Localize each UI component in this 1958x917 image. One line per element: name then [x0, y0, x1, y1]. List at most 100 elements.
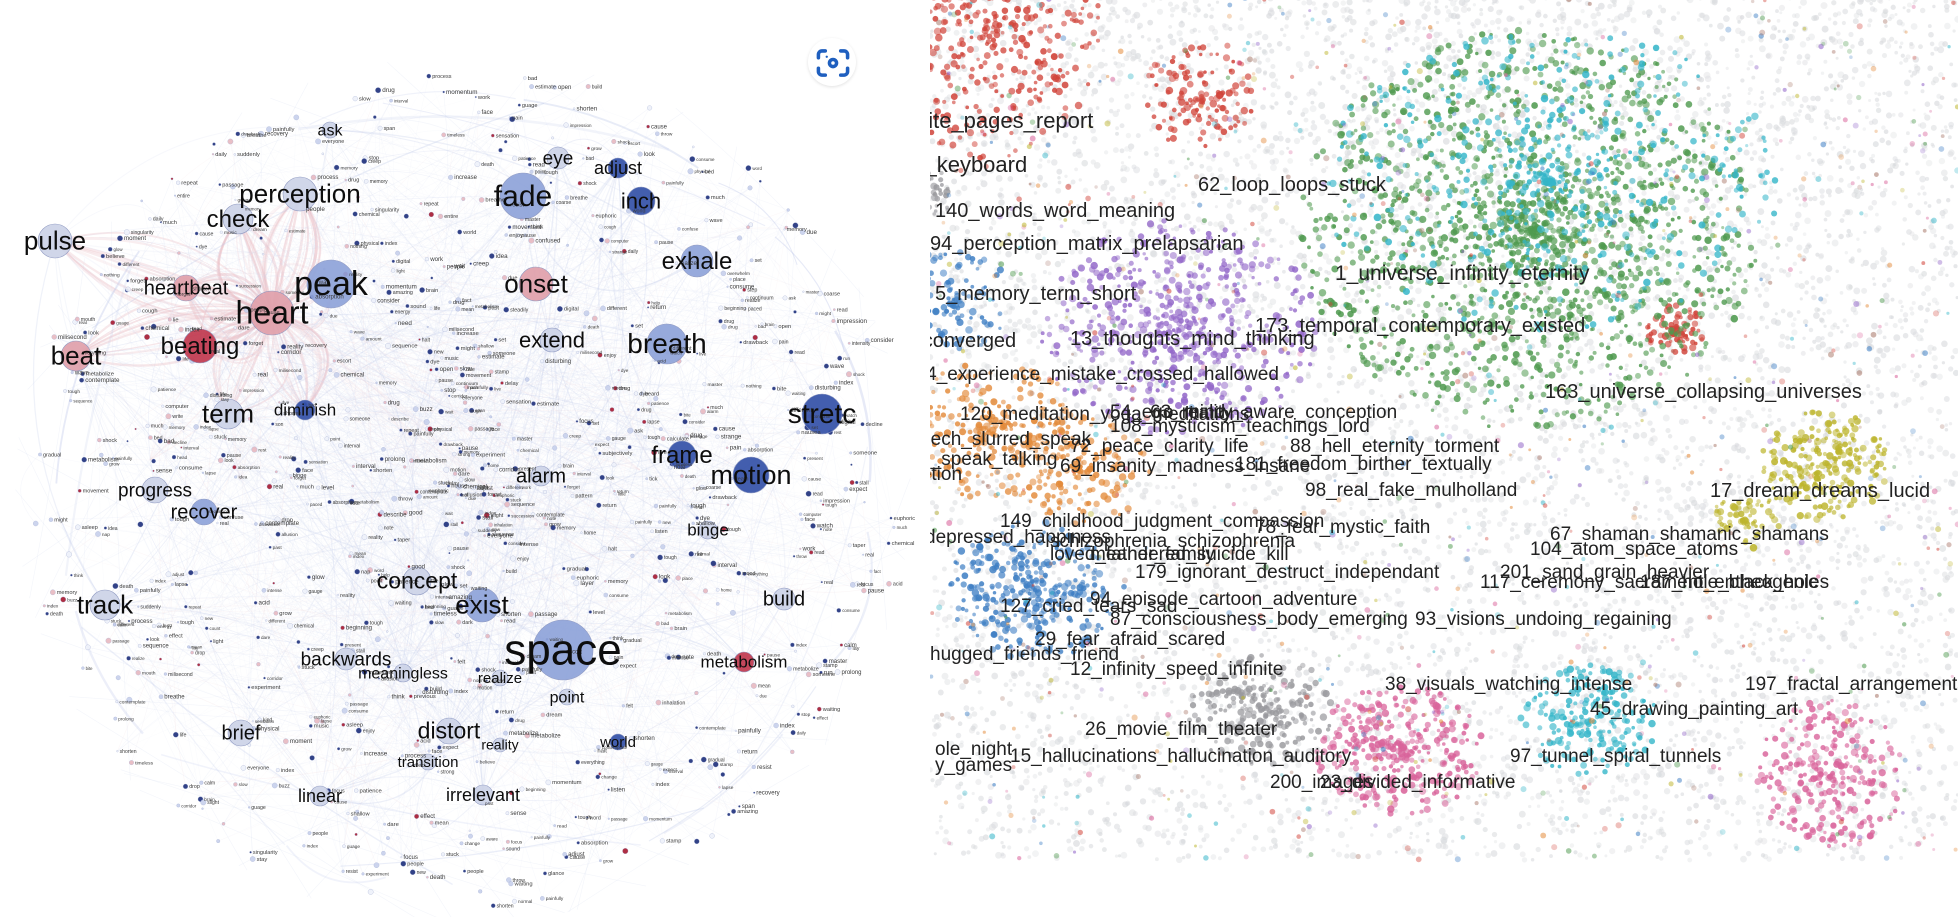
svg-text:different: different [269, 618, 286, 623]
svg-text:effect: effect [420, 813, 435, 820]
svg-text:new: new [663, 520, 672, 525]
svg-text:grow: grow [109, 462, 120, 468]
svg-text:mean: mean [758, 684, 771, 690]
svg-text:tough: tough [648, 435, 661, 441]
svg-text:interval: interval [344, 443, 360, 449]
svg-text:music: music [314, 724, 329, 730]
svg-text:index: index [796, 643, 808, 648]
svg-text:shorten: shorten [497, 904, 514, 910]
svg-text:paced: paced [748, 307, 762, 313]
svg-text:tick: tick [649, 477, 658, 483]
svg-text:throw: throw [398, 497, 413, 503]
svg-text:adjust: adjust [477, 485, 494, 492]
svg-text:process: process [131, 618, 152, 625]
svg-text:adjust: adjust [172, 572, 184, 577]
svg-text:stall: stall [482, 514, 493, 521]
svg-text:tough: tough [825, 502, 837, 507]
svg-text:word: word [752, 166, 762, 171]
svg-text:contemplate: contemplate [536, 512, 564, 518]
svg-text:look: look [88, 330, 99, 336]
svg-text:energy: energy [395, 310, 411, 316]
svg-text:shock: shock [103, 438, 118, 444]
svg-text:new: new [417, 870, 427, 876]
svg-text:reality: reality [368, 535, 383, 541]
svg-text:repeat: repeat [189, 605, 202, 610]
svg-text:read: read [192, 326, 202, 332]
svg-text:tough: tough [68, 389, 80, 395]
svg-text:look: look [644, 151, 656, 158]
svg-text:stretc: stretc [788, 398, 856, 429]
svg-text:alarm: alarm [516, 466, 566, 488]
svg-text:patience: patience [158, 387, 177, 393]
svg-text:little: little [618, 492, 626, 497]
svg-text:pain: pain [730, 445, 742, 452]
svg-text:focus: focus [511, 840, 523, 845]
svg-text:mean: mean [461, 307, 474, 313]
svg-text:extend: extend [519, 327, 585, 352]
svg-text:mouth: mouth [81, 317, 96, 323]
svg-text:term: term [202, 399, 254, 429]
svg-text:people: people [313, 831, 329, 837]
svg-text:pain: pain [512, 115, 523, 121]
svg-text:heart: heart [236, 295, 309, 331]
svg-text:build: build [506, 569, 517, 575]
svg-text:experiment: experiment [251, 685, 281, 691]
svg-text:shallow: shallow [478, 344, 494, 349]
svg-text:memory: memory [379, 381, 398, 387]
svg-text:someone: someone [813, 672, 836, 678]
svg-text:passage: passage [113, 639, 131, 644]
svg-text:light: light [397, 268, 406, 273]
svg-text:breathe: breathe [164, 695, 185, 701]
svg-text:read: read [557, 823, 567, 829]
svg-text:nausea: nausea [801, 430, 821, 436]
svg-text:pause: pause [521, 233, 536, 239]
svg-text:cause: cause [719, 426, 736, 433]
svg-text:look: look [659, 574, 671, 581]
svg-text:lay: lay [192, 646, 199, 652]
svg-text:drawback: drawback [712, 495, 736, 501]
svg-text:real: real [258, 372, 268, 379]
svg-text:might: might [819, 311, 831, 317]
svg-text:coarse: coarse [824, 291, 841, 297]
svg-text:track: track [77, 590, 134, 620]
svg-text:frame: frame [651, 442, 712, 469]
svg-text:memory: memory [57, 590, 78, 596]
svg-text:timeless: timeless [135, 760, 153, 766]
svg-text:expect: expect [849, 486, 867, 493]
svg-text:due: due [468, 496, 476, 502]
svg-text:resist: resist [346, 869, 359, 875]
svg-text:shorten: shorten [635, 735, 655, 742]
svg-text:shorten: shorten [120, 749, 137, 755]
svg-text:transition: transition [398, 754, 459, 771]
svg-text:digital: digital [564, 307, 579, 313]
svg-text:stuck: stuck [446, 852, 459, 858]
svg-text:face: face [805, 517, 816, 523]
svg-text:death: death [430, 874, 446, 881]
svg-text:buzz: buzz [420, 406, 433, 413]
svg-text:beginning: beginning [425, 604, 446, 610]
svg-text:reality: reality [481, 737, 518, 753]
svg-text:fact: fact [462, 298, 472, 304]
svg-text:reality: reality [340, 593, 355, 599]
svg-text:taper: taper [398, 538, 411, 544]
svg-text:painfully: painfully [140, 588, 161, 594]
svg-text:gradual: gradual [623, 638, 641, 644]
svg-text:consume: consume [609, 594, 629, 599]
svg-text:reality: reality [283, 455, 296, 461]
svg-text:shorten: shorten [373, 468, 392, 474]
svg-text:normal: normal [695, 552, 710, 558]
svg-text:memory: memory [341, 165, 359, 171]
svg-text:think: think [392, 694, 406, 701]
svg-text:effect: effect [817, 716, 829, 721]
svg-text:intense: intense [672, 656, 689, 662]
svg-text:wave: wave [829, 363, 845, 370]
svg-text:interval: interval [669, 769, 683, 774]
svg-text:pause: pause [868, 587, 885, 594]
svg-text:describe: describe [391, 416, 409, 421]
svg-text:glow: glow [114, 247, 124, 252]
svg-text:pause: pause [659, 240, 673, 246]
svg-text:subjectively: subjectively [602, 451, 632, 457]
svg-text:decline: decline [172, 440, 187, 445]
svg-text:index: index [839, 381, 853, 387]
svg-text:shallow: shallow [351, 811, 371, 817]
